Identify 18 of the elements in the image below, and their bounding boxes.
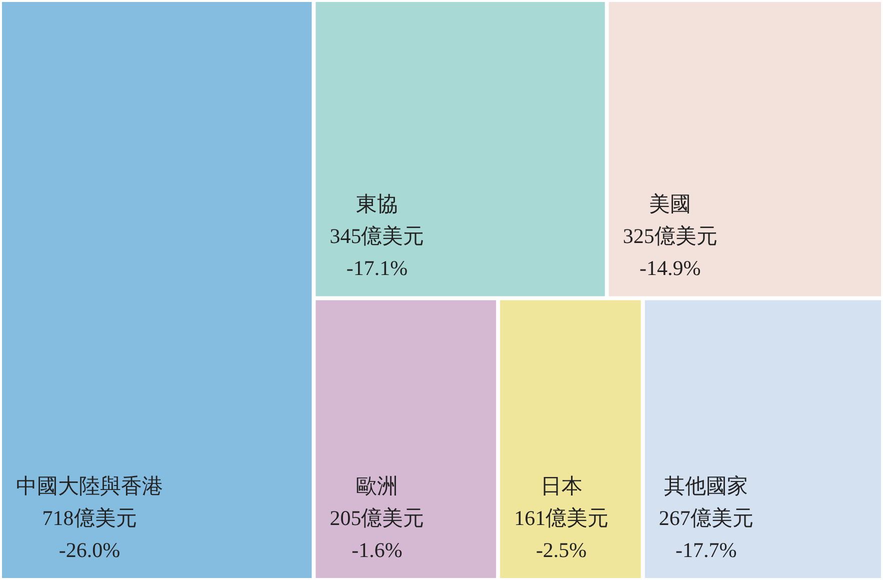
data-label: 718億美元 <box>41 505 138 532</box>
category-label: 歐洲 <box>354 472 399 500</box>
data-label: -14.9% <box>638 255 702 282</box>
data-label: 205億美元 <box>330 504 424 532</box>
category-label: 東協 <box>354 191 399 218</box>
data-label: 345億美元 <box>330 223 424 250</box>
category-label: 美國 <box>648 191 692 218</box>
data-label: -17.1% <box>345 255 409 282</box>
data-label: -26.0% <box>58 537 122 564</box>
category-label: 中國大陸與香港 <box>16 473 163 500</box>
data-label: -1.6% <box>350 536 404 564</box>
data-label: -2.5% <box>534 536 588 564</box>
data-label: 161億美元 <box>514 504 609 532</box>
category-label: 其他國家 <box>663 472 750 500</box>
data-label: -17.7% <box>674 536 738 564</box>
category-label: 日本 <box>539 472 584 500</box>
data-label: 267億美元 <box>658 504 754 532</box>
data-label: 325億美元 <box>622 223 718 250</box>
